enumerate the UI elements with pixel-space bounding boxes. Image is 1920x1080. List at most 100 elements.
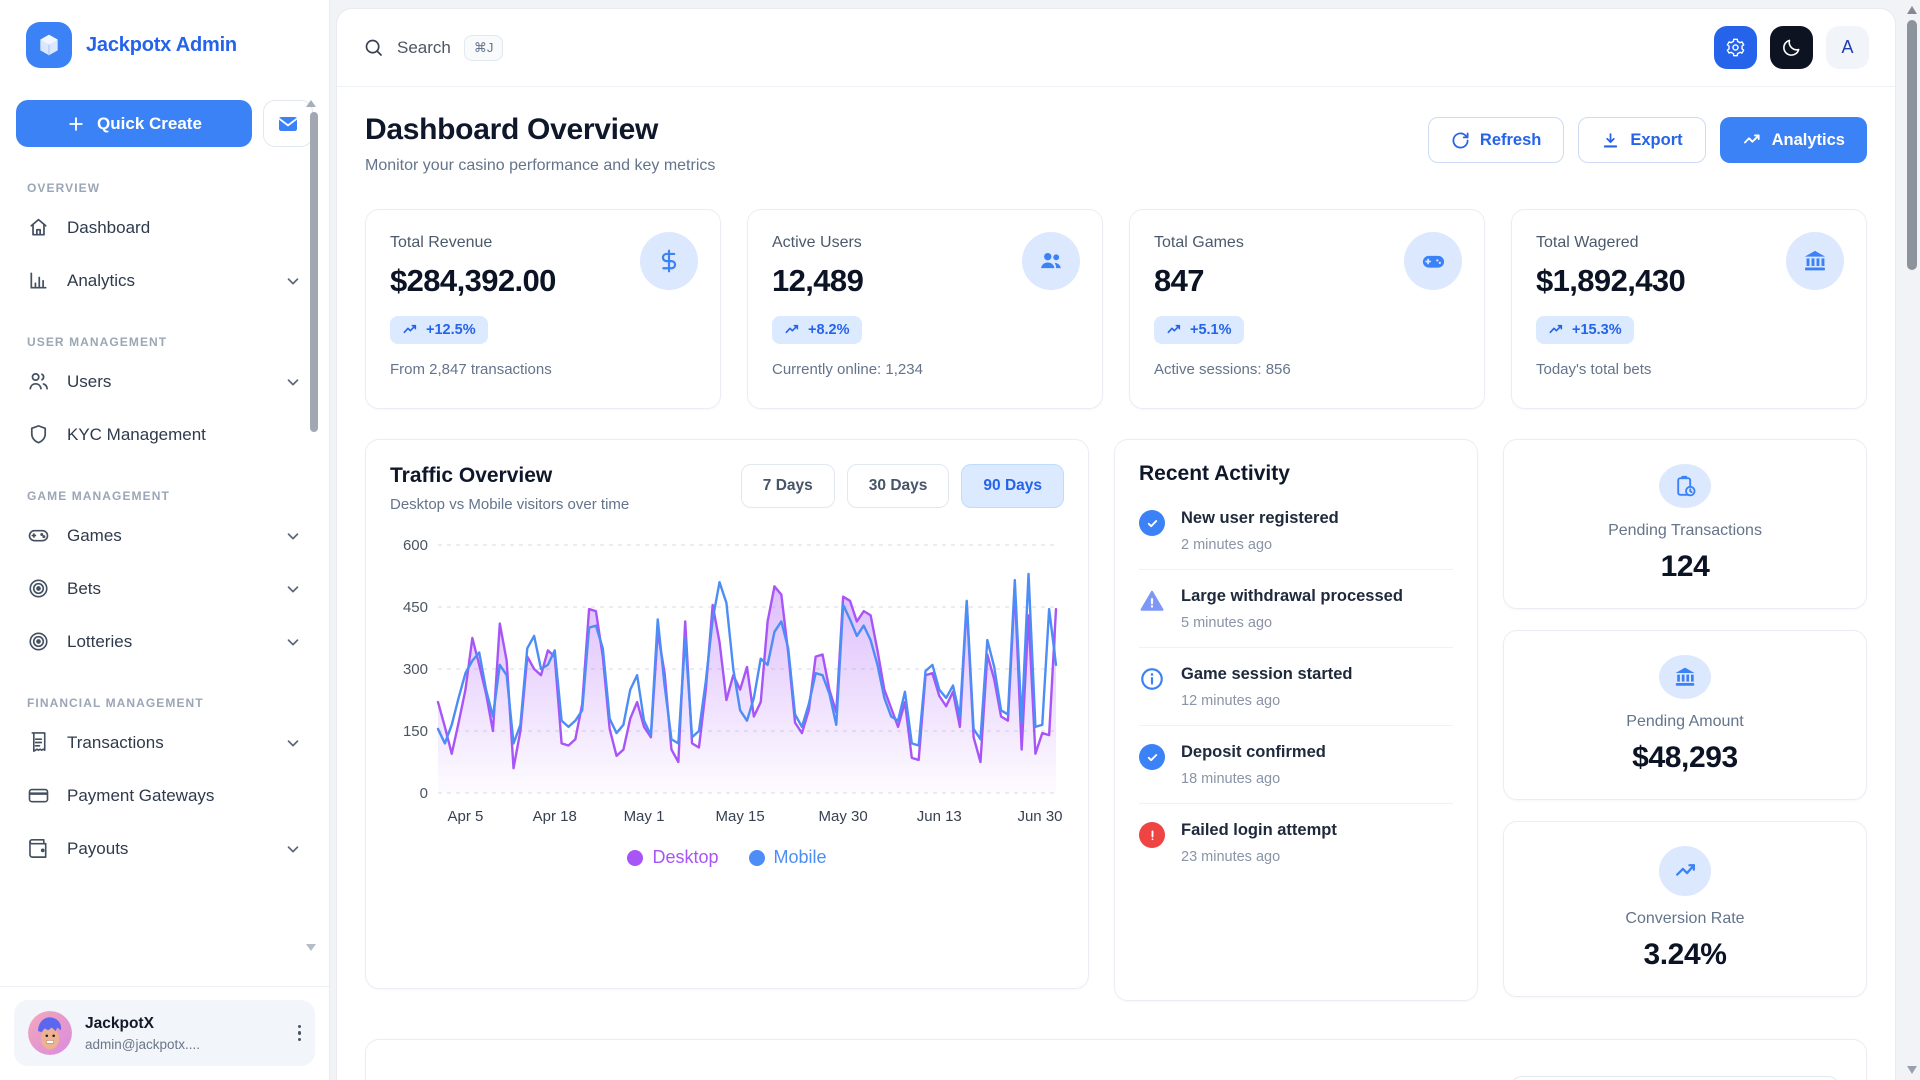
bank-icon <box>1659 655 1711 699</box>
export-button[interactable]: Export <box>1578 117 1706 163</box>
refresh-label: Refresh <box>1479 130 1542 149</box>
app-logo[interactable]: Jackpotx Admin <box>0 0 329 76</box>
range-90-days-button[interactable]: 90 Days <box>961 464 1064 508</box>
activity-item[interactable]: New user registered 2 minutes ago <box>1139 492 1453 570</box>
check-circle-icon <box>1139 744 1165 770</box>
avatar <box>28 1011 72 1055</box>
chevron-down-icon <box>287 585 299 592</box>
traffic-line-chart: 0 150 300 450 600 Apr 5 Apr 18 May 1 May 15 May 3… <box>403 537 1063 825</box>
sidebar-item-dashboard[interactable]: Dashboard <box>0 201 329 254</box>
app-name: Jackpotx Admin <box>86 33 237 56</box>
profile-card[interactable]: JackpotX admin@jackpotx.... <box>14 1000 315 1066</box>
search-icon <box>365 39 382 56</box>
sidebar-item-label: Analytics <box>67 270 136 290</box>
user-menu-button[interactable]: A <box>1826 26 1869 69</box>
stat-label: Active Users <box>772 234 862 251</box>
chevron-down-icon <box>287 378 299 385</box>
traffic-subtitle: Desktop vs Mobile visitors over time <box>390 496 630 513</box>
bank-icon <box>1786 232 1844 290</box>
sidebar-item-bets[interactable]: Bets <box>0 562 329 615</box>
conversion-rate-card: Conversion Rate 3.24% <box>1503 821 1867 997</box>
sidebar-item-payouts[interactable]: Payouts <box>0 822 329 875</box>
stat-card-active-users: Active Users 12,489 +8.2% Currently onli… <box>747 209 1103 409</box>
scrollbar-thumb[interactable] <box>1907 20 1917 270</box>
wallet-icon <box>29 838 47 858</box>
gamepad-icon <box>1404 232 1462 290</box>
settings-button[interactable] <box>1714 26 1757 69</box>
sidebar-item-label: Lotteries <box>67 631 133 651</box>
svg-text:150: 150 <box>403 723 428 740</box>
dollar-sign-icon <box>640 232 698 290</box>
activity-title: Recent Activity <box>1139 462 1290 485</box>
scroll-down-icon[interactable] <box>1907 1066 1917 1074</box>
sidebar-item-analytics[interactable]: Analytics <box>0 254 329 307</box>
side-stat-value: 3.24% <box>1643 938 1727 971</box>
change-badge: +5.1% <box>1154 316 1244 344</box>
desktop-dot-icon <box>627 849 644 866</box>
svg-text:May 15: May 15 <box>716 808 765 825</box>
export-label: Export <box>1630 130 1683 149</box>
stat-label: Total Games <box>1154 234 1244 251</box>
activity-item[interactable]: Failed login attempt 23 minutes ago <box>1139 804 1453 881</box>
side-stat-label: Conversion Rate <box>1625 910 1745 927</box>
svg-text:May 30: May 30 <box>819 808 868 825</box>
sidebar-item-kyc-management[interactable]: KYC Management <box>0 408 329 461</box>
activity-item[interactable]: Game session started 12 minutes ago <box>1139 648 1453 726</box>
target-icon <box>29 632 48 651</box>
main-scrollbar[interactable] <box>1904 0 1920 1080</box>
range-7-days-button[interactable]: 7 Days <box>740 464 835 508</box>
svg-text:May 1: May 1 <box>624 808 665 825</box>
mail-button[interactable] <box>263 100 313 147</box>
sidebar-item-label: Payouts <box>67 838 129 858</box>
sidebar-item-games[interactable]: Games <box>0 509 329 562</box>
section-label-financial-management: FINANCIAL MANAGEMENT <box>27 696 204 710</box>
sidebar-item-transactions[interactable]: Transactions <box>0 716 329 769</box>
stat-label: Total Wagered <box>1536 234 1639 251</box>
global-search[interactable]: Search ⌘J <box>363 34 504 61</box>
sidebar-item-label: Payment Gateways <box>67 785 215 805</box>
transactions-search[interactable] <box>1510 1076 1840 1080</box>
search-label: Search <box>397 37 451 57</box>
sidebar-scroll-down-icon[interactable] <box>306 944 316 951</box>
sidebar-item-payment-gateways[interactable]: Payment Gateways <box>0 769 329 822</box>
recent-transactions-card: Recent Transactions <box>365 1039 1867 1080</box>
trending-up-icon <box>1167 324 1181 334</box>
analytics-button[interactable]: Analytics <box>1719 117 1867 163</box>
trending-up-icon <box>1659 846 1711 896</box>
quick-create-button[interactable]: Quick Create <box>16 100 252 147</box>
svg-text:600: 600 <box>403 537 428 554</box>
pending-amount-card: Pending Amount $48,293 <box>1503 630 1867 800</box>
gamepad-icon <box>28 529 49 542</box>
receipt-icon <box>31 732 46 752</box>
range-30-days-button[interactable]: 30 Days <box>846 464 950 508</box>
users-icon <box>1022 232 1080 290</box>
sidebar-footer: JackpotX admin@jackpotx.... <box>0 986 329 1080</box>
shield-icon <box>30 425 47 444</box>
side-stat-label: Pending Transactions <box>1608 522 1762 539</box>
sidebar-item-lotteries[interactable]: Lotteries <box>0 615 329 668</box>
activity-item[interactable]: Large withdrawal processed 5 minutes ago <box>1139 570 1453 648</box>
refresh-icon <box>1452 132 1469 148</box>
refresh-button[interactable]: Refresh <box>1427 117 1565 163</box>
activity-item[interactable]: Deposit confirmed 18 minutes ago <box>1139 726 1453 804</box>
scroll-up-icon[interactable] <box>1907 6 1917 14</box>
section-label-overview: OVERVIEW <box>27 181 101 195</box>
stat-caption: Today's total bets <box>1536 361 1652 378</box>
profile-menu-button[interactable] <box>297 1024 301 1042</box>
stat-caption: From 2,847 transactions <box>390 361 552 378</box>
change-badge: +12.5% <box>390 316 488 344</box>
mobile-dot-icon <box>748 849 765 866</box>
users-icon <box>29 372 48 390</box>
chevron-down-icon <box>287 277 299 284</box>
analytics-label: Analytics <box>1771 130 1845 149</box>
stat-value: $284,392.00 <box>390 263 556 298</box>
sidebar-scroll-up-icon[interactable] <box>306 100 316 107</box>
svg-text:450: 450 <box>403 599 428 616</box>
dark-mode-toggle[interactable] <box>1770 26 1813 69</box>
stat-value: 12,489 <box>772 263 864 298</box>
sidebar-scrollbar[interactable] <box>310 112 318 432</box>
clipboard-clock-icon <box>1659 464 1711 508</box>
sidebar-item-label: Users <box>67 371 112 391</box>
side-stat-value: $48,293 <box>1632 741 1738 774</box>
sidebar-item-users[interactable]: Users <box>0 355 329 408</box>
